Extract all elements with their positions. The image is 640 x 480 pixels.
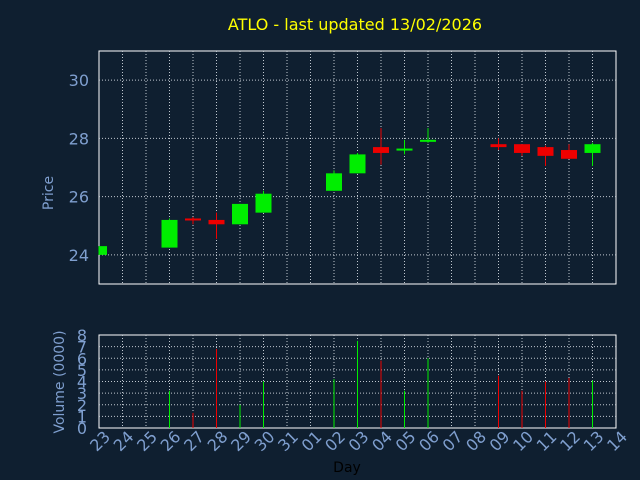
volume-tick-label: 2 [77, 396, 87, 415]
candle-body [490, 144, 507, 148]
volume-tick-label: 4 [77, 373, 87, 392]
volume-axis-label: Volume (0000) [52, 330, 68, 433]
volume-tick-label: 1 [77, 407, 87, 426]
candles [98, 128, 601, 255]
candle-body [537, 147, 554, 156]
x-axis-label: Day [333, 460, 361, 476]
x-tick-label: 14 [603, 427, 631, 455]
price-y-ticks: 24 26 28 30 [69, 71, 89, 265]
candle-body [161, 219, 178, 248]
price-panel: 24 26 28 30 Price [41, 50, 617, 285]
volume-tick-label: 3 [77, 384, 87, 403]
x-axis-tick-labels: 2324252627282930310102030405060708091011… [86, 427, 631, 455]
candle-body [514, 144, 530, 153]
price-tick-label: 24 [69, 246, 89, 265]
volume-tick-label: 8 [77, 326, 87, 345]
candle-body [396, 148, 413, 151]
volume-tick-label: 0 [77, 419, 87, 438]
candle-body [208, 219, 225, 225]
price-axis-label: Price [41, 176, 57, 210]
candle-body [185, 218, 201, 221]
candle-body [373, 147, 389, 153]
volume-tick-label: 7 [77, 338, 87, 357]
candle-body [349, 154, 366, 174]
volume-tick-label: 5 [77, 361, 87, 380]
volume-tick-label: 6 [77, 349, 87, 368]
candle-body [232, 203, 248, 225]
price-tick-label: 26 [69, 188, 89, 207]
candle-body [326, 173, 342, 191]
candle-body [584, 144, 601, 153]
candle-body [99, 246, 107, 255]
candle-body [420, 139, 436, 142]
price-tick-label: 28 [69, 129, 89, 148]
volume-bars [169, 340, 593, 428]
chart-title: ATLO - last updated 13/02/2026 [228, 15, 482, 34]
candle-body [255, 193, 272, 213]
price-grid [99, 51, 616, 284]
price-tick-label: 30 [69, 71, 89, 90]
candle-body [561, 150, 577, 159]
